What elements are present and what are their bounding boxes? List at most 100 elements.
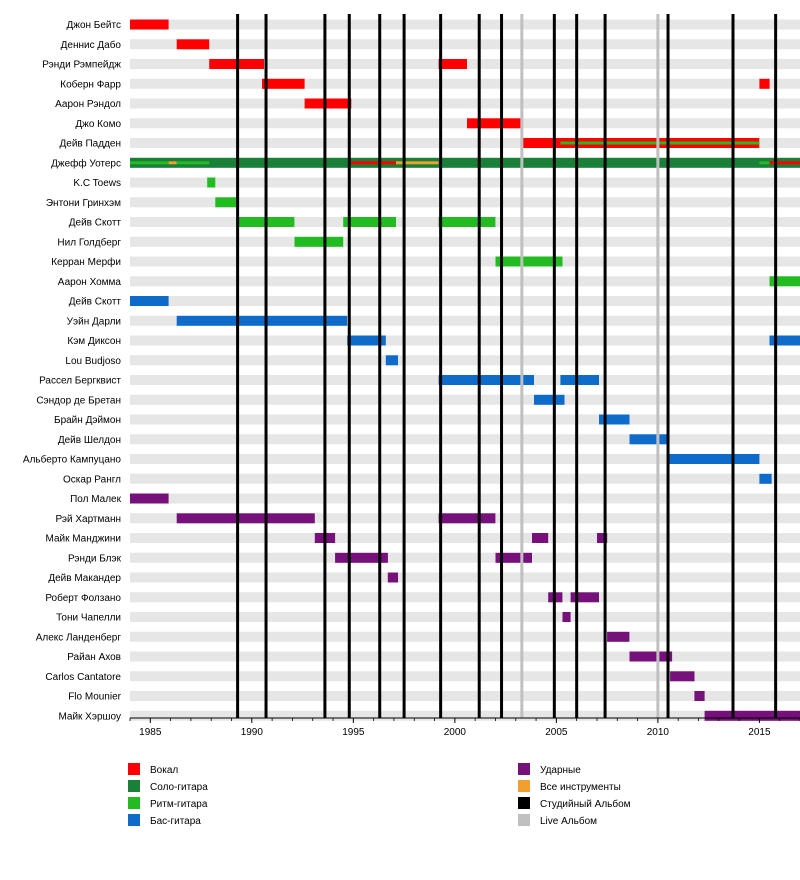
row-stripe	[130, 118, 800, 129]
legend-swatch-all	[518, 780, 530, 792]
row-stripe	[130, 612, 800, 622]
bar-bass	[438, 375, 534, 385]
bar-rhythm	[495, 256, 563, 267]
member-name: Дейв Скотт	[69, 297, 122, 308]
row-stripe	[130, 454, 800, 464]
member-name: Энтони Гринхэм	[46, 198, 121, 209]
bar-drums	[694, 691, 705, 701]
member-name: Пол Малек	[70, 494, 122, 505]
legend: Вокал Соло-гитара Ритм-гитара Бас-гитара Уда…	[128, 763, 631, 827]
bar-drums	[607, 631, 630, 642]
bar-vocals	[769, 161, 800, 165]
member-name: Джон Бейтс	[66, 20, 121, 31]
row-stripe	[130, 493, 800, 504]
row-stripe	[130, 414, 800, 425]
bar-rhythm	[343, 217, 396, 227]
x-tick-label: 1985	[139, 727, 162, 738]
legend-label-studio: Студийный Альбом	[540, 798, 631, 810]
bar-drums	[704, 710, 800, 721]
row-stripes	[130, 19, 800, 721]
row-stripe	[130, 197, 800, 208]
member-name: Рэнди Рэмпейдж	[42, 60, 121, 71]
member-name: Рэй Хартманн	[55, 514, 121, 525]
album-lines	[236, 14, 778, 718]
bar-rhythm	[176, 161, 210, 165]
row-stripe	[130, 256, 800, 267]
member-name: Алекс Ланденберг	[36, 631, 122, 643]
legend-swatch-live	[518, 814, 530, 826]
bar-drums	[562, 612, 571, 622]
row-stripe	[130, 78, 800, 89]
row-stripe	[130, 315, 800, 326]
bar-drums	[438, 513, 496, 524]
bar-all	[168, 161, 177, 165]
bar-rhythm	[207, 177, 216, 188]
member-name: Джо Комо	[75, 119, 121, 130]
row-stripe	[130, 651, 800, 662]
bar-bass	[668, 454, 760, 464]
x-tick-label: 2015	[748, 727, 771, 738]
x-tick-label: 2005	[545, 727, 568, 738]
x-axis: 1985 1990 1995 2000 2005 2010 2015	[129, 717, 800, 738]
legend-swatch-studio	[518, 797, 530, 809]
bar-drums	[130, 493, 169, 504]
legend-swatch-drums	[518, 763, 530, 775]
bar-rhythm	[769, 276, 800, 287]
legend-label-bass: Бас-гитара	[150, 816, 201, 827]
bar-drums	[629, 651, 673, 662]
bar-bass	[769, 335, 800, 346]
x-tick-label: 1990	[241, 727, 264, 738]
bar-vocals	[438, 59, 467, 69]
member-name: Брайн Дэймон	[54, 415, 121, 426]
bar-bass	[759, 473, 772, 484]
bar-bass	[385, 355, 398, 366]
row-stripe	[130, 355, 800, 366]
bar-bass	[130, 296, 169, 306]
legend-swatch-lead	[128, 780, 140, 792]
bar-vocals	[304, 98, 352, 109]
member-name: Сэндор де Бретан	[36, 395, 121, 406]
member-name: Аарон Рэндол	[55, 99, 121, 110]
member-name: Рассел Бергквист	[39, 376, 121, 387]
bar-bass	[599, 414, 630, 425]
member-name: Джефф Уотерс	[51, 157, 121, 169]
row-stripe	[130, 394, 800, 405]
bar-vocals	[759, 78, 770, 89]
row-stripe	[130, 671, 800, 682]
row-stripe	[130, 177, 800, 188]
member-name: Керран Мерфи	[51, 256, 121, 268]
bar-rhythm	[294, 236, 344, 247]
x-tick-label: 2010	[647, 727, 670, 738]
x-tick-label: 1995	[342, 727, 365, 738]
member-name: K.C Toews	[73, 178, 121, 189]
row-stripe	[130, 592, 800, 603]
bar-drums	[495, 552, 532, 563]
member-name: Дейв Скотт	[69, 218, 122, 229]
legend-swatch-rhythm	[128, 797, 140, 809]
bar-drums	[335, 552, 388, 563]
row-stripe	[130, 138, 800, 148]
member-name: Оскар Рангл	[63, 474, 121, 485]
row-stripe	[130, 691, 800, 701]
bar-drums	[597, 533, 608, 543]
bar-rhythm	[759, 161, 770, 165]
bar-bass	[629, 434, 669, 445]
row-stripe	[130, 19, 800, 30]
bar-all	[396, 161, 439, 165]
x-tick-label: 2000	[444, 727, 467, 738]
member-name: Кэм Диксон	[67, 336, 121, 347]
bar-drums	[176, 513, 315, 524]
legend-swatch-bass	[128, 814, 140, 826]
legend-swatch-vocals	[128, 763, 140, 775]
member-name: Lou Budjoso	[65, 356, 121, 367]
row-stripe	[130, 296, 800, 306]
member-name: Аарон Хомма	[58, 277, 122, 288]
member-name: Майк Манджини	[46, 534, 122, 545]
row-stripe	[130, 710, 800, 721]
row-stripe	[130, 552, 800, 563]
bar-lead	[130, 157, 800, 168]
row-stripe	[130, 572, 800, 583]
bar-bass	[347, 335, 386, 346]
bar-vocals	[262, 78, 305, 89]
bar-drums	[387, 572, 398, 583]
